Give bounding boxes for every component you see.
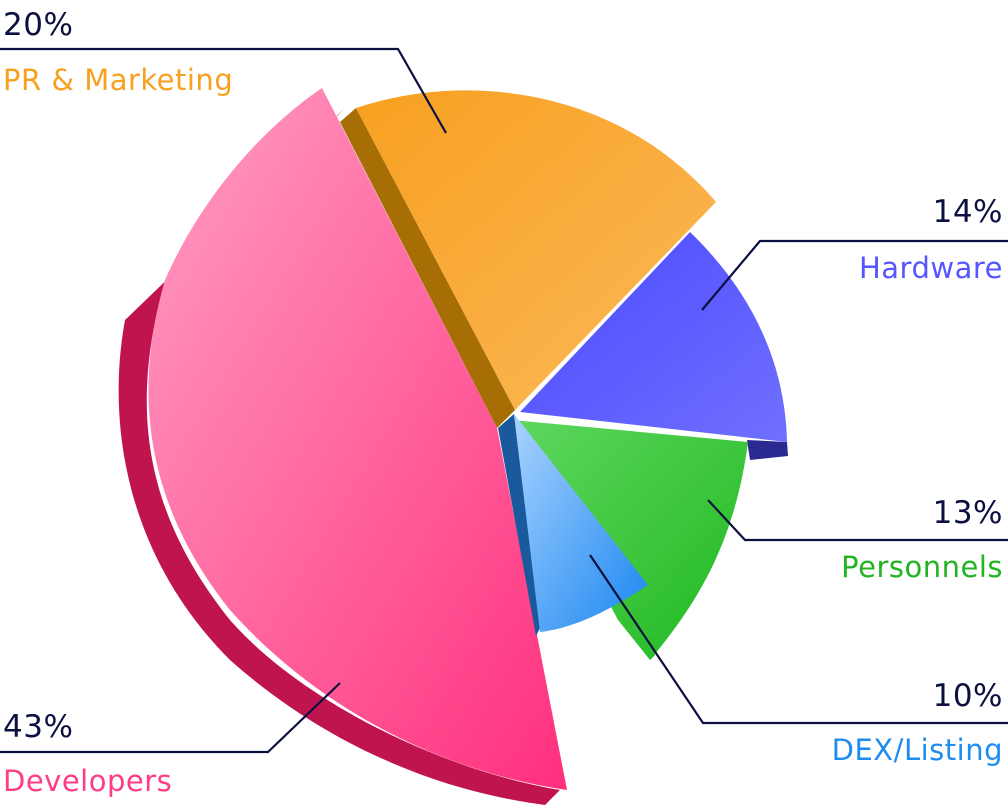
leader-line-personnels [707,499,1008,542]
slice-dex-listing [514,414,648,632]
slice-pr-marketing-side [340,108,515,428]
category-label-dex-listing: DEX/Listing [832,733,1003,767]
slice-personnels [512,420,748,660]
leader-line-dex-listing [589,554,1008,725]
category-label-personnels: Personnels [841,550,1003,584]
slice-hardware [520,232,787,442]
category-label-hardware: Hardware [859,251,1003,285]
category-label-developers: Developers [3,764,172,798]
value-label-personnels: 13% [933,495,1003,531]
leader-line-hardware [701,239,1008,311]
slice-developers-side [118,108,560,805]
value-label-hardware: 14% [933,194,1003,230]
value-label-dex-listing: 10% [933,678,1003,714]
slice-dex-listing-side [498,414,540,636]
value-label-pr-marketing: 20% [3,7,73,43]
leader-line-pr-marketing [0,47,447,134]
value-label-developers: 43% [3,709,73,745]
leader-line-developers [0,682,341,754]
slice-hardware-side [747,440,788,460]
slice-developers [148,88,567,790]
slice-pr-marketing [356,90,716,411]
category-label-pr-marketing: PR & Marketing [3,63,233,97]
